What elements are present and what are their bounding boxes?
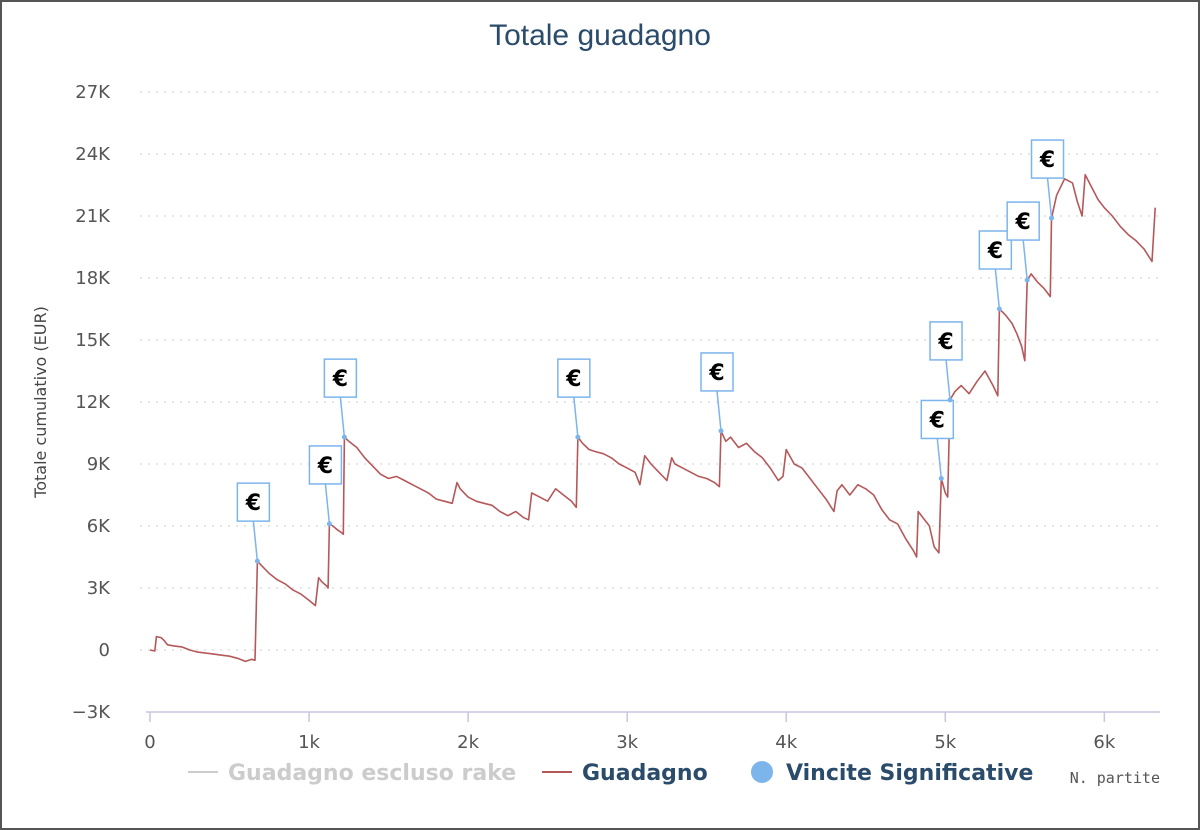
significant-win-flag[interactable]: € — [1030, 139, 1065, 221]
axes: −3K 0 3K 6K 9K 12K 15K 18K 21K 24K 27K 0 1k 2k 3k 4k 5k 6… — [72, 82, 1160, 753]
flag-box — [323, 358, 358, 398]
flag-label: € — [1039, 148, 1055, 173]
flag-connector — [936, 438, 943, 479]
y-tick-label: 9K — [87, 454, 111, 475]
flag-label: € — [929, 408, 945, 433]
flag-connector — [716, 390, 722, 432]
y-tick-label: 18K — [75, 268, 111, 289]
flag-connector — [573, 397, 579, 438]
flag-connector — [339, 397, 346, 438]
y-tick-label: 21K — [75, 206, 111, 227]
significant-win-point — [938, 475, 944, 481]
significant-win-flag[interactable]: € — [920, 399, 955, 481]
legend-item-vincite-significative[interactable]: Vincite Significative — [751, 761, 1033, 786]
significant-win-point — [947, 397, 953, 403]
flag-connector — [324, 483, 331, 525]
significant-win-point — [326, 521, 332, 527]
y-tick-label: 12K — [75, 392, 111, 413]
flag-label: € — [317, 454, 333, 479]
flag-box — [929, 321, 963, 361]
significant-wins-flags: € € € € € € € € € € — [236, 139, 1065, 564]
flag-connector — [1022, 239, 1028, 281]
y-tick-label: 24K — [75, 144, 111, 165]
significant-win-point — [254, 558, 260, 564]
flag-label: € — [1015, 210, 1031, 235]
significant-win-flag[interactable]: € — [700, 352, 734, 434]
legend-label: Guadagno escluso rake — [228, 761, 516, 786]
significant-win-flag[interactable]: € — [557, 358, 591, 440]
legend-label: Guadagno — [582, 761, 708, 786]
legend: Guadagno escluso rake Guadagno Vincite Sig… — [188, 761, 1033, 786]
legend-swatch — [751, 761, 773, 783]
flag-label: € — [332, 367, 348, 392]
flag-connector — [1046, 177, 1053, 219]
significant-win-point — [1024, 277, 1030, 283]
y-axis-label: Totale cumulativo (EUR) — [31, 306, 50, 499]
gridlines — [140, 91, 1160, 651]
x-axis-label: N. partite — [1070, 769, 1160, 787]
significant-win-flag[interactable]: € — [929, 321, 963, 403]
x-tick-label: 2k — [457, 732, 479, 753]
significant-win-flag[interactable]: € — [236, 482, 271, 564]
significant-win-point — [996, 306, 1002, 312]
chart-title: Totale guadagno — [489, 19, 711, 52]
significant-win-point — [718, 428, 724, 434]
x-tick-label: 5k — [934, 732, 956, 753]
legend-label: Vincite Significative — [786, 761, 1033, 786]
y-tick-label: 27K — [75, 82, 111, 103]
significant-win-point — [1049, 215, 1055, 221]
flag-box — [978, 230, 1013, 270]
flag-box — [308, 445, 343, 485]
y-tick-label: 0 — [99, 640, 110, 661]
flag-label: € — [565, 367, 581, 392]
flag-connector — [994, 268, 1001, 310]
flag-box — [236, 482, 271, 522]
series-layer — [149, 173, 1156, 663]
flag-box — [700, 352, 734, 392]
significant-win-flag[interactable]: € — [978, 230, 1013, 312]
flag-box — [920, 399, 955, 440]
x-tick-label: 4k — [775, 732, 797, 753]
x-tick-label: 1k — [298, 732, 320, 753]
significant-win-flag[interactable]: € — [308, 445, 343, 527]
significant-win-point — [575, 434, 581, 440]
series-guadagno-line — [149, 173, 1156, 663]
flag-connector — [945, 359, 951, 401]
flag-label: € — [937, 330, 953, 355]
significant-win-flag[interactable]: € — [1006, 201, 1040, 283]
y-tick-label: 15K — [75, 330, 111, 351]
legend-item-guadagno[interactable]: Guadagno — [542, 761, 708, 786]
flag-box — [1030, 139, 1065, 179]
significant-win-flag[interactable]: € — [323, 358, 358, 440]
flag-label: € — [245, 491, 261, 516]
x-tick-label: 6k — [1093, 732, 1115, 753]
x-tick-label: 0 — [144, 732, 155, 753]
flag-label: € — [708, 361, 724, 386]
significant-win-point — [341, 434, 347, 440]
flag-label: € — [987, 239, 1003, 264]
flag-connector — [252, 521, 259, 562]
legend-item-guadagno-escluso-rake[interactable]: Guadagno escluso rake — [188, 761, 516, 786]
x-tick-label: 3k — [616, 732, 638, 753]
flag-box — [1006, 201, 1040, 241]
y-tick-label: 6K — [87, 516, 111, 537]
y-tick-label: 3K — [87, 578, 111, 599]
y-tick-label: −3K — [72, 702, 112, 723]
flag-box — [557, 358, 591, 398]
